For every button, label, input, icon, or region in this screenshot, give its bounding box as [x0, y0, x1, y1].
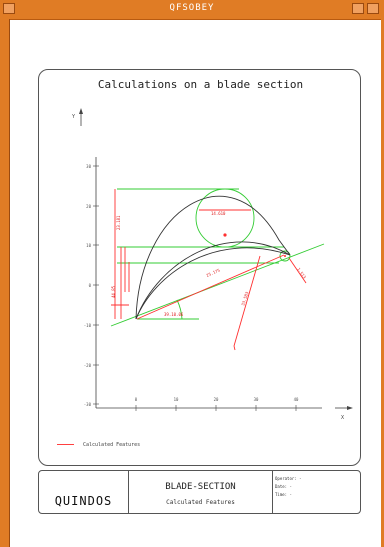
- center-point: [223, 233, 227, 237]
- calculated-features: [111, 189, 307, 351]
- y-tick-label: -10: [84, 323, 92, 328]
- window-titlebar[interactable]: QFSOBEY: [0, 0, 384, 20]
- y-axis-label: Y: [72, 114, 75, 120]
- x-tick-label: 20: [214, 397, 219, 402]
- construction-geometry: [110, 188, 325, 327]
- window-title: QFSOBEY: [169, 3, 215, 13]
- blade-plot: Y X 30 20 10 0 -10 -20 -30: [72, 108, 353, 421]
- trailing-edge-circle: [279, 250, 291, 262]
- edge-point: [284, 255, 286, 257]
- x-tick-labels: 0 10 20 30 40: [135, 397, 299, 402]
- y-axis-arrowhead: [79, 108, 83, 114]
- x-tick-label: 40: [294, 397, 299, 402]
- legend-swatch: [57, 444, 74, 445]
- maximize-button[interactable]: [367, 3, 379, 14]
- time-field: Time: -: [275, 492, 292, 497]
- minimize-button[interactable]: [352, 3, 364, 14]
- x-tick-label: 10: [174, 397, 179, 402]
- angle-arc: [176, 299, 183, 320]
- trailing-dimension: [288, 257, 307, 284]
- title-block: QUINDOS BLADE-SECTION Calculated Feature…: [38, 470, 361, 514]
- pressure-side: [135, 241, 291, 320]
- date-field: Date: -: [275, 484, 292, 489]
- angle-dimension: [233, 255, 261, 347]
- x-tick-label: 30: [254, 397, 259, 402]
- y-tick-label: 30: [86, 164, 91, 169]
- company-logo: QUINDOS: [39, 471, 129, 513]
- operator-field: Operator: -: [275, 476, 302, 481]
- y-tick-label: 20: [86, 204, 91, 209]
- chord-dimension: [136, 254, 285, 320]
- feature-label: 44.85: [111, 285, 116, 298]
- title-block-title: BLADE-SECTION: [165, 482, 236, 492]
- title-block-fields: Operator: - Date: - Time: -: [275, 475, 302, 499]
- window-frame-left: [0, 19, 9, 547]
- y-tick-label: -30: [84, 402, 92, 407]
- x-tick-label: 0: [135, 397, 138, 402]
- blade-profile: [135, 195, 291, 320]
- feature-label: 1.513: [296, 267, 307, 280]
- camber-curve: [135, 247, 291, 320]
- feature-label: 25.175: [205, 267, 221, 278]
- y-ticks: [93, 165, 99, 405]
- x-axis-label: X: [341, 415, 344, 421]
- feature-label: 23.181: [116, 215, 121, 230]
- legend-label: Calculated Features: [83, 442, 141, 448]
- window-menu-button[interactable]: [3, 3, 15, 14]
- feature-label: 14.610: [211, 211, 226, 216]
- y-tick-label: 0: [89, 283, 92, 288]
- max-thickness-circle: [195, 188, 255, 248]
- feature-label: 33.583: [240, 290, 249, 306]
- y-tick-labels: 30 20 10 0 -10 -20 -30: [84, 164, 92, 407]
- chart-legend: Calculated Features: [57, 442, 140, 448]
- chart-title: Calculations on a blade section: [97, 78, 304, 91]
- window-frame-edge: [9, 19, 10, 547]
- window-frame-right: [381, 19, 384, 547]
- title-block-subtitle: Calculated Features: [166, 499, 235, 506]
- x-axis-arrowhead: [347, 406, 353, 410]
- x-ticks: [135, 405, 297, 411]
- y-tick-label: -20: [84, 363, 92, 368]
- drawing-sheet: Calculations on a blade section Y X 30 2…: [38, 69, 361, 466]
- feature-label: 39.10.06: [164, 312, 184, 317]
- title-block-description: BLADE-SECTION Calculated Features: [129, 471, 273, 513]
- tangent-line: [110, 243, 325, 327]
- y-tick-label: 10: [86, 243, 91, 248]
- feature-labels: 14.610 23.181 25.175 44.85 39.10.06 33.5…: [111, 211, 308, 317]
- suction-side: [135, 195, 291, 320]
